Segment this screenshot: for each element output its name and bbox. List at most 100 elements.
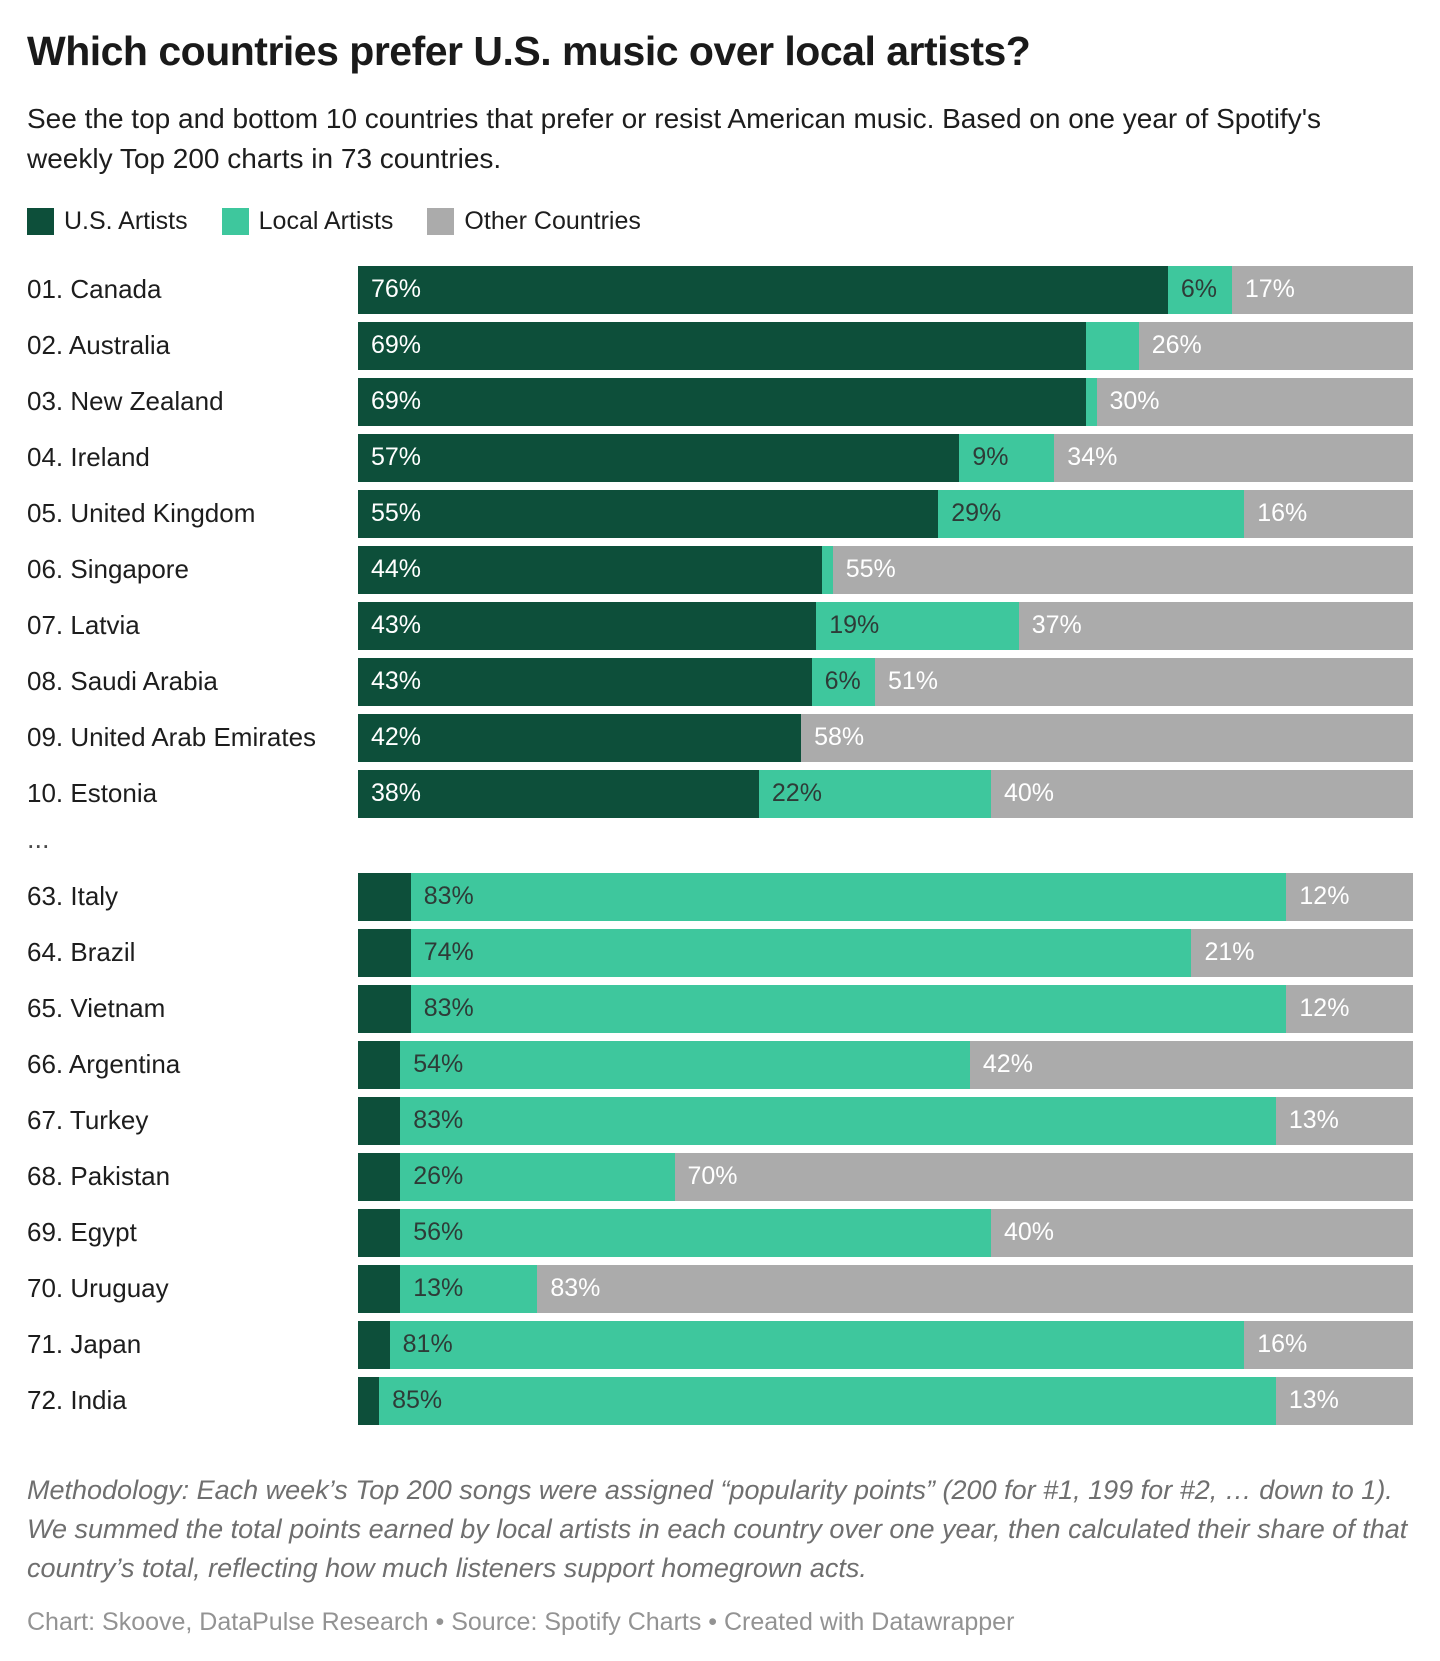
segment-value-label: 83%	[423, 882, 474, 910]
stacked-bar: 43% 19% 37%	[358, 601, 1413, 650]
bar-segment-other-countries: 51%	[874, 657, 1413, 706]
stacked-bar: 54% 42%	[358, 1040, 1413, 1089]
bar-segment-us-artists: 38%	[358, 769, 759, 818]
segment-value-label: 29%	[951, 499, 1002, 527]
bar-segment-local-artists: 85%	[379, 1376, 1276, 1425]
country-label: 07. Latvia	[27, 610, 140, 640]
bar-segment-us-artists: 43%	[358, 657, 812, 706]
bar-segment-local-artists: 22%	[758, 769, 991, 818]
legend-item: Other Countries	[427, 207, 641, 236]
stacked-bar: 26% 70%	[358, 1152, 1413, 1201]
country-label: 63. Italy	[27, 881, 119, 911]
bar-segment-other-countries: 58%	[801, 713, 1413, 762]
bar-segment-local-artists: 26%	[400, 1152, 675, 1201]
bar-segment-us-artists	[358, 1320, 390, 1369]
bar-segment-us-artists	[358, 1040, 401, 1089]
segment-value-label: 34%	[1067, 443, 1118, 471]
stacked-bar: 44% 55%	[358, 545, 1413, 594]
bar-segment-us-artists	[358, 872, 411, 921]
segment-value-label: 6%	[824, 667, 861, 695]
country-label: 67. Turkey	[27, 1105, 149, 1135]
bar-segment-other-countries: 34%	[1054, 433, 1413, 482]
bar-segment-local-artists	[1085, 321, 1139, 370]
segment-value-label: 55%	[845, 555, 896, 583]
stacked-bar: 42% 58%	[358, 713, 1413, 762]
country-label: 65. Vietnam	[27, 993, 166, 1023]
bar-segment-other-countries: 26%	[1138, 321, 1413, 370]
chart-row: 06. Singapore 44% 55%	[27, 545, 1413, 594]
chart-row: 68. Pakistan 26% 70%	[27, 1152, 1413, 1201]
bar-segment-other-countries: 55%	[832, 545, 1413, 594]
country-label: 10. Estonia	[27, 778, 158, 808]
segment-value-label: 13%	[1288, 1106, 1339, 1134]
bar-segment-local-artists: 83%	[400, 1096, 1276, 1145]
bar-segment-us-artists	[358, 1152, 401, 1201]
stacked-bar: 43% 6% 51%	[358, 657, 1413, 706]
chart-subtitle: See the top and bottom 10 countries that…	[27, 103, 1322, 174]
segment-value-label: 56%	[413, 1218, 464, 1246]
stacked-bar: 76% 6% 17%	[358, 265, 1413, 314]
bar-segment-other-countries: 83%	[537, 1264, 1414, 1313]
bar-segment-local-artists: 9%	[959, 433, 1055, 482]
stacked-bar: 69% 30%	[358, 377, 1413, 426]
segment-value-label: 43%	[371, 667, 422, 695]
bar-segment-local-artists: 56%	[400, 1208, 991, 1257]
segment-value-label: 81%	[402, 1330, 453, 1358]
segment-value-label: 16%	[1257, 1330, 1308, 1358]
segment-value-label: 69%	[371, 387, 422, 415]
country-label: 03. New Zealand	[27, 386, 224, 416]
bar-segment-local-artists: 81%	[389, 1320, 1245, 1369]
segment-value-label: 40%	[1004, 779, 1055, 807]
segment-value-label: 6%	[1180, 275, 1218, 303]
chart-row: 63. Italy 83% 12%	[27, 872, 1413, 921]
country-label: 69. Egypt	[27, 1217, 137, 1247]
segment-value-label: 40%	[1004, 1218, 1055, 1246]
segment-value-label: 43%	[371, 611, 422, 639]
bar-segment-us-artists	[358, 1096, 401, 1145]
chart-row: 05. United Kingdom 55% 29% 16%	[27, 489, 1413, 538]
segment-value-label: 30%	[1109, 387, 1160, 415]
country-label: 68. Pakistan	[27, 1161, 171, 1191]
legend-swatch-icon	[221, 207, 249, 235]
chart-row: 67. Turkey 83% 13%	[27, 1096, 1414, 1145]
segment-value-label: 42%	[371, 723, 422, 751]
stacked-bar: 55% 29% 16%	[358, 489, 1413, 538]
segment-value-label: 12%	[1299, 882, 1350, 910]
segment-value-label: 54%	[413, 1050, 464, 1078]
stacked-bar: 83% 12%	[358, 872, 1413, 921]
legend-swatch-icon	[427, 207, 455, 235]
bar-segment-us-artists: 43%	[358, 601, 817, 650]
country-label: 71. Japan	[27, 1329, 142, 1359]
country-label: 66. Argentina	[27, 1049, 181, 1079]
chart-row: 09. United Arab Emirates 42% 58%	[27, 713, 1413, 762]
bar-segment-other-countries: 40%	[991, 769, 1413, 818]
chart-row: 66. Argentina 54% 42%	[27, 1040, 1413, 1089]
segment-value-label: 16%	[1257, 499, 1308, 527]
segment-value-label: 21%	[1204, 938, 1255, 966]
bar-segment-us-artists: 69%	[358, 321, 1086, 370]
segment-value-label: 19%	[829, 611, 880, 639]
bar-segment-us-artists	[358, 928, 411, 977]
legend: U.S. Artists Local Artists Other Countries	[27, 207, 1413, 236]
segment-value-label: 26%	[1151, 331, 1202, 359]
segment-value-label: 17%	[1244, 275, 1295, 303]
bar-segment-us-artists: 69%	[358, 377, 1086, 426]
segment-value-label: 55%	[371, 499, 422, 527]
chart-row: 03. New Zealand 69% 30%	[27, 377, 1413, 426]
country-label: 72. India	[27, 1385, 127, 1415]
bar-segment-us-artists	[358, 1264, 401, 1313]
stacked-bar: 81% 16%	[358, 1320, 1413, 1369]
chart-row: 72. India 85% 13%	[27, 1376, 1413, 1425]
country-label: 06. Singapore	[27, 554, 189, 584]
segment-value-label: 69%	[371, 331, 422, 359]
bar-segment-other-countries: 16%	[1244, 1320, 1413, 1369]
bar-segment-local-artists: 83%	[410, 872, 1287, 921]
bar-segment-local-artists: 54%	[400, 1040, 970, 1089]
country-label: 01. Canada	[27, 274, 162, 304]
rank-gap-ellipsis: ...	[27, 823, 50, 854]
bar-segment-local-artists: 6%	[1167, 265, 1232, 314]
bar-segment-other-countries: 21%	[1191, 928, 1413, 977]
segment-value-label: 83%	[423, 994, 474, 1022]
bar-segment-local-artists: 6%	[811, 657, 875, 706]
